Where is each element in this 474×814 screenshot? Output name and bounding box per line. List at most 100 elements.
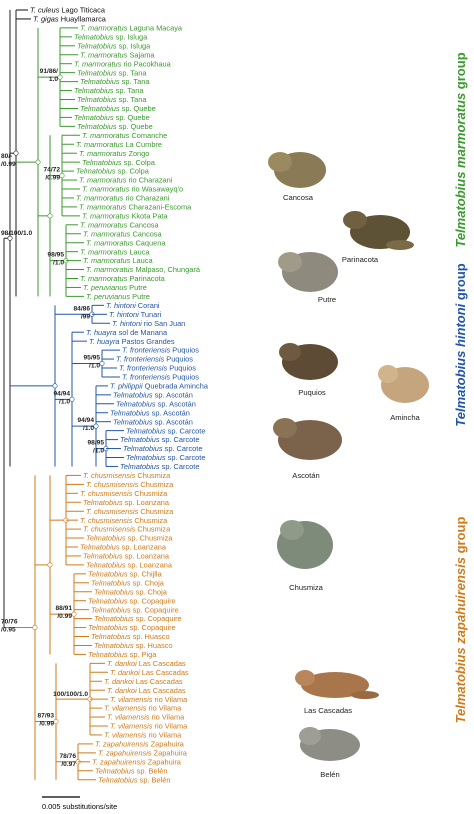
locality: Lauca <box>129 247 150 256</box>
tip-label: Telmatobius sp. Copaquire <box>94 614 182 623</box>
locality: sp. Copaquire <box>136 614 182 623</box>
taxon: T. fronteriensis <box>122 373 171 382</box>
photo-label: Cancosa <box>283 193 314 202</box>
locality: Las Cascadas <box>139 686 186 695</box>
taxon: T. vilamensis <box>107 713 150 722</box>
taxon: T. fronteriensis <box>119 364 168 373</box>
locality: Zongo <box>128 149 149 158</box>
taxon: Telmatobius <box>77 122 117 131</box>
locality: sp. Loanzana <box>128 561 173 570</box>
tip-label: Telmatobius sp. Isluga <box>74 32 148 41</box>
taxon: T. marmoratus <box>80 274 128 283</box>
group-title: Telmatobius zapahuirensis group <box>453 517 468 724</box>
taxon: T. marmoratus <box>86 265 134 274</box>
locality: Huayllamarca <box>61 15 107 24</box>
tip-label: T. zapahuirensis Zapahuira <box>95 740 185 749</box>
locality: sp. Isluga <box>116 32 149 41</box>
taxon: T. marmoratus <box>79 176 127 185</box>
taxon: T. huayra <box>86 328 117 337</box>
taxon: T. marmoratus <box>80 24 128 33</box>
taxon: T. marmoratus <box>76 194 124 203</box>
tip-label: T. vilamensis rio Vilama <box>104 731 182 740</box>
tip-label: T. marmoratus rio Wasawayq'o <box>82 185 183 194</box>
locality: Sajama <box>129 50 155 59</box>
taxon: T. vilamensis <box>104 731 147 740</box>
locality: rio Vilama <box>155 722 189 731</box>
locality: sp. Ascotán <box>155 390 193 399</box>
taxon: Telmatobius <box>94 614 134 623</box>
tip-label: T. dankoi Las Cascadas <box>107 686 186 695</box>
tip-label: Telmatobius sp. Choja <box>94 587 168 596</box>
locality: rio Charazani <box>125 194 169 203</box>
tip-label: T. dankoi Las Cascadas <box>110 668 189 677</box>
taxon: T. marmoratus <box>83 256 131 265</box>
photo-label: Puquios <box>298 388 326 397</box>
locality: sp. Copaquire <box>130 596 176 605</box>
locality: Putre <box>132 292 150 301</box>
locality: rio San Juan <box>144 319 186 328</box>
taxon: T. chusmisensis <box>80 516 133 525</box>
taxon: Telmatobius <box>86 534 126 543</box>
group-title-rest: group <box>453 263 468 300</box>
tip-label: Telmatobius sp. Tana <box>77 95 147 104</box>
tip-label: T. hintoni Tunari <box>109 310 162 319</box>
taxon: T. marmoratus <box>79 203 127 212</box>
tip-label: Telmatobius sp. Copaquire <box>88 596 176 605</box>
support-value: 98/95 <box>87 440 104 447</box>
tip-label: Telmatobius sp. Quebe <box>77 122 153 131</box>
node <box>53 719 59 725</box>
tip-label: T. chusmisensis Chusmiza <box>83 525 171 534</box>
taxon: Telmatobius <box>113 390 153 399</box>
tip-label: T. culeus Lago Titicaca <box>30 6 106 15</box>
tip-label: T. marmoratus Zongo <box>79 149 149 158</box>
group-title-italic: Telmatobius marmoratus <box>453 93 468 248</box>
taxon: T. fronteriensis <box>116 355 165 364</box>
taxon: T. marmoratus <box>80 50 128 59</box>
taxon: Telmatobius <box>126 426 166 435</box>
tip-label: T. chusmisensis Chusmiza <box>80 489 168 498</box>
taxon: Telmatobius <box>74 86 114 95</box>
locality: Las Cascadas <box>136 677 183 686</box>
locality: Cancosa <box>129 220 159 229</box>
node <box>57 74 63 80</box>
locality: sp. Carcote <box>168 426 206 435</box>
tip-label: T. fronteriensis Puquios <box>119 364 196 373</box>
locality: sp. Loanzana <box>125 498 170 507</box>
taxon: Telmatobius <box>77 41 117 50</box>
tip-label: T. peruvianus Putre <box>86 292 150 301</box>
tip-label: Telmatobius sp. Quebe <box>80 104 156 113</box>
tip-label: T. huayra Pastos Grandes <box>89 337 175 346</box>
locality: rio Vilama <box>149 704 183 713</box>
tip-label: T. fronteriensis Puquios <box>116 355 193 364</box>
tip-label: Telmatobius sp. Ascotán <box>110 408 190 417</box>
support-value: /0.97 <box>61 761 76 768</box>
tip-label: T. chusmisensis Chusmiza <box>86 507 174 516</box>
tip-label: Telmatobius sp. Quebe <box>74 113 150 122</box>
locality: rio Vilama <box>152 713 186 722</box>
taxon: T. marmoratus <box>80 247 128 256</box>
node <box>59 173 65 179</box>
taxon: Telmatobius <box>113 417 153 426</box>
tip-label: T. marmoratus Charazani-Escoma <box>79 203 192 212</box>
tip-label: Telmatobius sp. Colpa <box>76 167 150 176</box>
tree-branches <box>3 9 124 781</box>
tip-label: Telmatobius sp. Huasco <box>91 632 170 641</box>
locality: sp. Belén <box>140 775 171 784</box>
tip-label: Telmatobius sp. Ascotán <box>116 399 196 408</box>
locality: sp. Loanzana <box>122 543 167 552</box>
tip-label: Telmatobius sp. Huasco <box>94 641 173 650</box>
tip-label: T. marmoratus Kkota Pata <box>82 211 168 220</box>
tip-label: T. marmoratus Lauca <box>83 256 153 265</box>
locality: Putre <box>129 283 147 292</box>
tip-label: Telmatobius sp. Belén <box>98 775 170 784</box>
tip-label: T. marmoratus Parinacota <box>80 274 166 283</box>
tip-label: T. peruvianus Putre <box>83 283 147 292</box>
frog-photos <box>268 152 429 761</box>
tip-label: Telmatobius sp. Ascotán <box>113 417 193 426</box>
node <box>71 611 77 617</box>
taxon: Telmatobius <box>88 596 128 605</box>
tip-label: Telmatobius sp. Chusmiza <box>86 534 173 543</box>
photo-label: Belén <box>320 770 339 779</box>
taxon: Telmatobius <box>80 104 120 113</box>
locality: sp. Tana <box>119 95 148 104</box>
